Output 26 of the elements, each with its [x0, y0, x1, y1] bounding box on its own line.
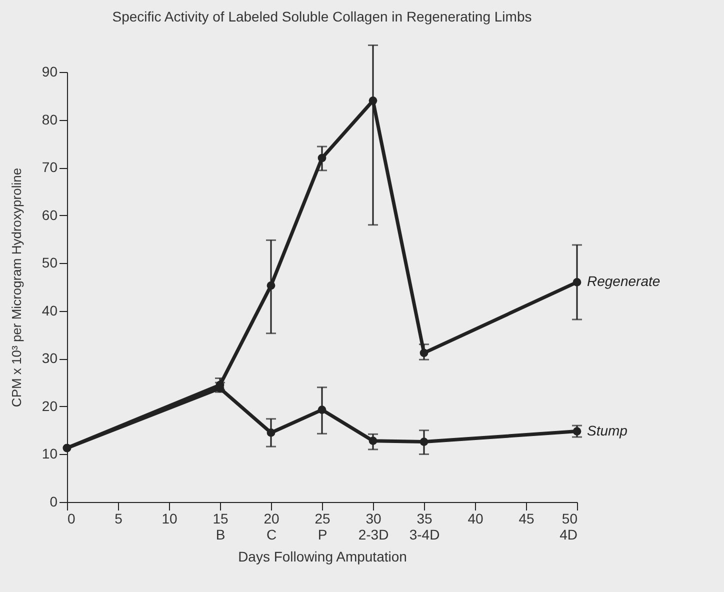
y-tick-label: 90	[42, 64, 58, 80]
x-tick-label: 20 C	[264, 510, 280, 542]
x-tick-label: 25 P	[314, 510, 330, 542]
x-tick-label: 15 B	[212, 510, 228, 542]
y-tick-label: 40	[42, 302, 58, 318]
x-tick-label: 5	[114, 510, 123, 526]
x-tick-label: 0	[68, 510, 76, 526]
y-tick-label: 60	[42, 206, 58, 223]
y-tick-label: 10	[42, 446, 58, 462]
y-axis-title: CPM x 10³ per Microgram Hydroxyproline	[8, 168, 24, 408]
x-tick-label: 35 3-4D	[409, 510, 440, 542]
x-tick-label: 45	[518, 510, 534, 526]
chart-title: Specific Activity of Labeled Soluble Collagen in Regenerating Limbs	[112, 8, 532, 24]
x-tick-label: 10	[162, 510, 178, 526]
y-tick-label: 20	[42, 398, 58, 414]
series-label: Stump	[587, 422, 628, 438]
y-tick-label: 50	[42, 254, 58, 271]
y-tick-label: 30	[42, 350, 58, 366]
x-tick-label: 50 4D	[560, 510, 578, 542]
y-tick-label: 0	[50, 494, 58, 510]
x-axis-title: Days Following Amputation	[238, 548, 407, 564]
series-label: Regenerate	[587, 273, 660, 290]
x-tick-label: 40	[468, 510, 484, 526]
y-tick-label: 80	[42, 111, 58, 128]
x-tick-label: 30 2-3D	[358, 510, 389, 542]
y-tick-label: 70	[42, 159, 58, 176]
